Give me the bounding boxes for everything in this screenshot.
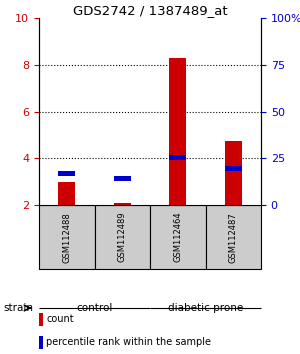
Text: GSM112488: GSM112488	[62, 212, 71, 263]
Text: strain: strain	[3, 303, 33, 313]
Bar	[114, 176, 130, 181]
Bar	[225, 141, 242, 205]
Bar	[225, 166, 242, 171]
Bar	[169, 58, 186, 205]
Bar	[94, 205, 150, 269]
Text: count: count	[46, 314, 74, 325]
Bar	[39, 336, 43, 349]
Bar	[58, 182, 75, 205]
Bar	[169, 155, 186, 160]
Text: percentile rank within the sample: percentile rank within the sample	[46, 337, 211, 348]
Text: control: control	[76, 303, 113, 313]
Bar	[206, 205, 261, 269]
Text: GSM112487: GSM112487	[229, 212, 238, 263]
Bar	[39, 313, 43, 326]
Text: diabetic prone: diabetic prone	[168, 303, 243, 313]
Bar	[150, 205, 206, 269]
Bar	[114, 203, 130, 205]
Text: GSM112489: GSM112489	[118, 212, 127, 263]
Title: GDS2742 / 1387489_at: GDS2742 / 1387489_at	[73, 4, 227, 17]
Text: GSM112464: GSM112464	[173, 212, 182, 263]
Bar	[39, 205, 94, 269]
Bar	[58, 171, 75, 176]
